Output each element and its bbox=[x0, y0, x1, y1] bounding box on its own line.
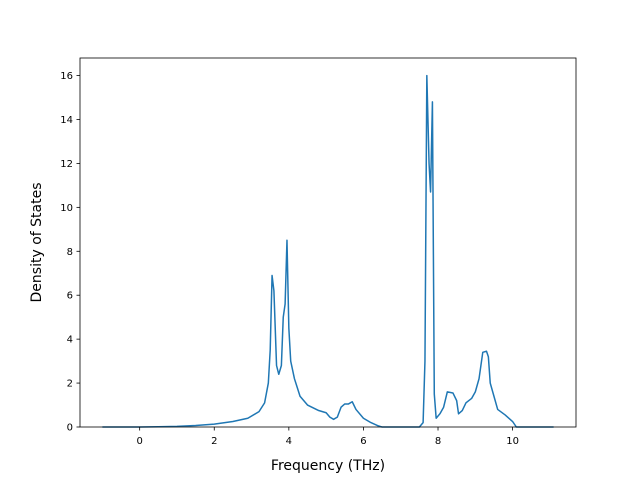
plot-area bbox=[102, 74, 554, 428]
y-tick-label: 4 bbox=[67, 335, 73, 346]
x-tick-label: 4 bbox=[286, 436, 292, 447]
plot-frame bbox=[79, 57, 577, 428]
x-tick-label: 6 bbox=[360, 436, 366, 447]
y-tick-label: 8 bbox=[67, 247, 73, 258]
y-tick-label: 10 bbox=[60, 203, 73, 214]
x-tick-label: 8 bbox=[435, 436, 441, 447]
x-axis-label: Frequency (THz) bbox=[271, 458, 385, 474]
y-tick-label: 2 bbox=[67, 379, 73, 390]
y-tick-label: 12 bbox=[60, 159, 73, 170]
x-tick-label: 0 bbox=[136, 436, 142, 447]
x-axis-ticks: 0 2 4 6 8 10 bbox=[136, 427, 519, 447]
dos-series-line bbox=[102, 74, 554, 428]
y-axis-label: Density of States bbox=[29, 183, 45, 303]
y-tick-label: 14 bbox=[60, 115, 73, 126]
y-tick-label: 0 bbox=[67, 423, 73, 434]
y-axis-ticks: 0 2 4 6 8 10 12 14 16 bbox=[60, 71, 80, 434]
y-tick-label: 16 bbox=[60, 71, 73, 82]
x-tick-label: 2 bbox=[211, 436, 217, 447]
x-tick-label: 10 bbox=[506, 436, 519, 447]
y-tick-label: 6 bbox=[67, 291, 73, 302]
